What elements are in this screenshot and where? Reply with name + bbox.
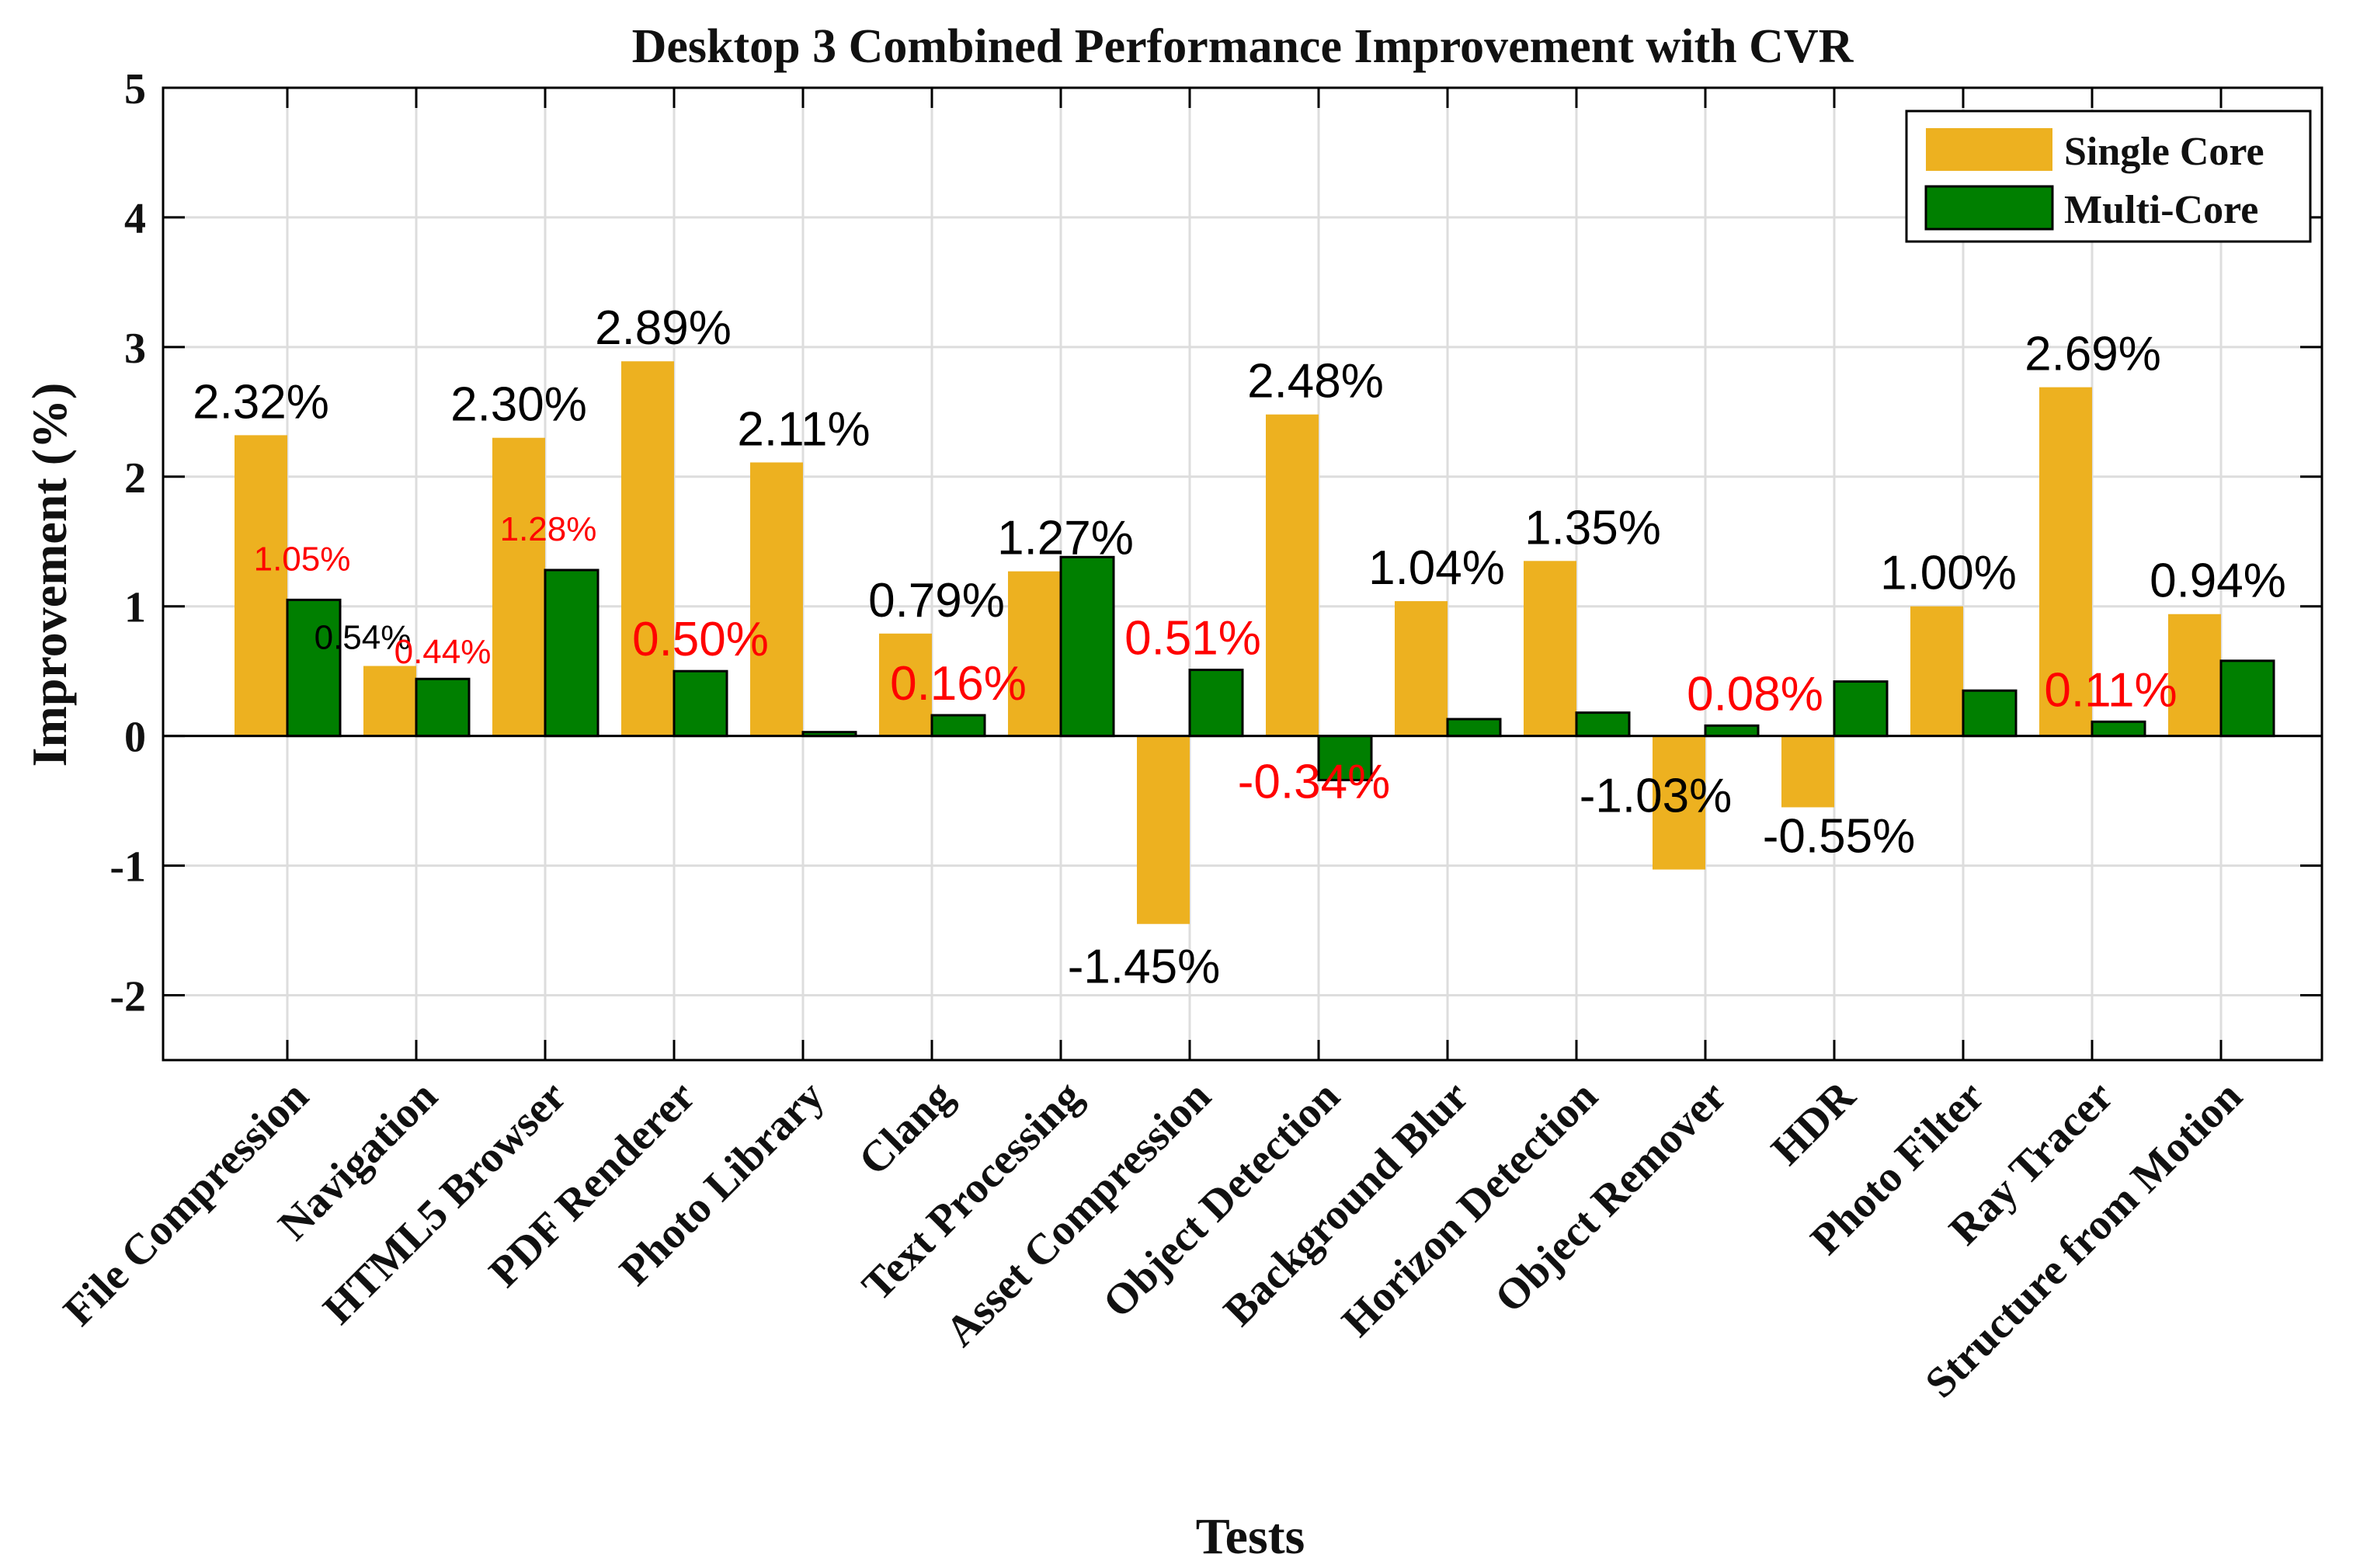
data-label-single-core: 2.11% bbox=[737, 402, 870, 456]
y-axis-label: Improvement (%) bbox=[22, 383, 77, 767]
bar-single-core bbox=[1910, 606, 1963, 736]
data-label-multi-core: 0.51% bbox=[1124, 612, 1261, 666]
bar-single-core bbox=[750, 462, 803, 736]
bar-single-core bbox=[1266, 414, 1319, 736]
bar-single-core bbox=[879, 633, 932, 736]
bar-single-core bbox=[1524, 561, 1576, 736]
bar-single-core bbox=[1653, 735, 1705, 870]
bar-single-core bbox=[492, 437, 545, 736]
bar-single-core bbox=[1781, 735, 1834, 808]
bar-single-core bbox=[2039, 387, 2092, 736]
data-label-single-core: -1.45% bbox=[1068, 940, 1220, 994]
data-label-multi-core: 0.16% bbox=[890, 657, 1027, 711]
data-label-multi-core: 0.08% bbox=[1687, 667, 1823, 721]
bar-single-core bbox=[2168, 614, 2221, 736]
y-tick-label: 5 bbox=[124, 65, 146, 113]
bar-multi-core bbox=[1962, 689, 2018, 738]
legend[interactable]: Single Core Multi-Core bbox=[1905, 110, 2312, 243]
bar-multi-core bbox=[930, 714, 986, 738]
x-tick-label: Background Blur bbox=[1215, 1072, 1478, 1335]
y-tick-label: 3 bbox=[124, 325, 146, 373]
legend-swatch-multi-core bbox=[1924, 185, 2054, 231]
data-label-single-core: 2.48% bbox=[1247, 355, 1384, 409]
data-label-single-core: 2.69% bbox=[2025, 328, 2161, 381]
y-tick-label: 2 bbox=[124, 454, 146, 502]
x-tick-label: Clang bbox=[850, 1072, 962, 1184]
bar-multi-core bbox=[2219, 659, 2275, 738]
bar-multi-core bbox=[544, 568, 600, 738]
data-label-single-core: -1.03% bbox=[1580, 770, 1732, 823]
data-label-single-core: 1.00% bbox=[1880, 547, 2017, 600]
y-tick-label: 1 bbox=[124, 584, 146, 632]
y-tick-label: 0 bbox=[124, 714, 146, 762]
bar-single-core bbox=[363, 666, 416, 736]
y-tick-label: -2 bbox=[109, 973, 146, 1021]
data-label-multi-core: 1.05% bbox=[254, 540, 351, 578]
data-label-single-core: 0.54% bbox=[315, 619, 412, 657]
x-tick-label: File Compression bbox=[54, 1072, 318, 1335]
bars bbox=[235, 361, 2275, 924]
chart-title: Desktop 3 Combined Performance Improveme… bbox=[632, 20, 1854, 73]
plot-frame bbox=[162, 86, 2323, 1062]
y-tick-label: -1 bbox=[109, 843, 146, 892]
bar-multi-core bbox=[1575, 711, 1631, 738]
legend-label-single-core: Single Core bbox=[2064, 130, 2264, 174]
bar-multi-core bbox=[1188, 669, 1244, 738]
x-tick-label: Object Remover bbox=[1486, 1072, 1736, 1322]
data-label-single-core: 0.79% bbox=[868, 574, 1005, 628]
y-axis-ticks: -2 -1 0 1 2 3 4 5 bbox=[109, 65, 2322, 1060]
bar-data-labels: 2.32% 0.54% 2.30%2.89%2.11% 0.79% 1.27% -1.45… bbox=[193, 301, 2286, 993]
bar-multi-core bbox=[2091, 720, 2146, 738]
bar-single-core bbox=[621, 361, 674, 736]
data-label-single-core: 0.94% bbox=[2150, 555, 2286, 608]
data-label-single-core: 2.89% bbox=[595, 301, 732, 355]
data-label-single-core: 2.30% bbox=[450, 378, 587, 432]
bar-single-core bbox=[1008, 571, 1061, 736]
data-label-multi-core: 0.11% bbox=[2044, 663, 2177, 717]
data-label-single-core: 1.04% bbox=[1368, 541, 1505, 595]
data-label-single-core: 1.35% bbox=[1524, 501, 1661, 555]
bar-single-core bbox=[1137, 735, 1190, 924]
data-label-multi-core: 0.44% bbox=[394, 633, 492, 671]
x-axis-label: Tests bbox=[1196, 1508, 1305, 1565]
data-label-single-core: 1.27% bbox=[997, 512, 1134, 565]
bar-single-core bbox=[1395, 601, 1448, 736]
bar-multi-core bbox=[1059, 555, 1115, 738]
x-tick-label: Text Processing bbox=[853, 1072, 1091, 1310]
data-label-single-core: -0.55% bbox=[1763, 810, 1915, 864]
data-label-single-core: 2.32% bbox=[193, 375, 329, 429]
data-label-multi-core: 1.28% bbox=[500, 510, 597, 548]
y-tick-label: 4 bbox=[124, 195, 146, 243]
bar-multi-core bbox=[1446, 718, 1502, 738]
bar-multi-core bbox=[1833, 680, 1889, 738]
data-label-multi-core: 0.50% bbox=[632, 613, 769, 666]
legend-label-multi-core: Multi-Core bbox=[2064, 188, 2258, 232]
x-tick-label: HDR bbox=[1762, 1072, 1865, 1174]
x-tick-label: Object Detection bbox=[1094, 1072, 1350, 1327]
x-tick-label: HTML5 Browser bbox=[314, 1072, 575, 1333]
bar-multi-core bbox=[673, 669, 728, 738]
bar-multi-core bbox=[415, 677, 471, 738]
data-label-multi-core: -0.34% bbox=[1238, 756, 1390, 809]
legend-swatch-single-core bbox=[1926, 128, 2052, 171]
bar-multi-core bbox=[1704, 724, 1760, 738]
bar-single-core bbox=[235, 435, 287, 736]
